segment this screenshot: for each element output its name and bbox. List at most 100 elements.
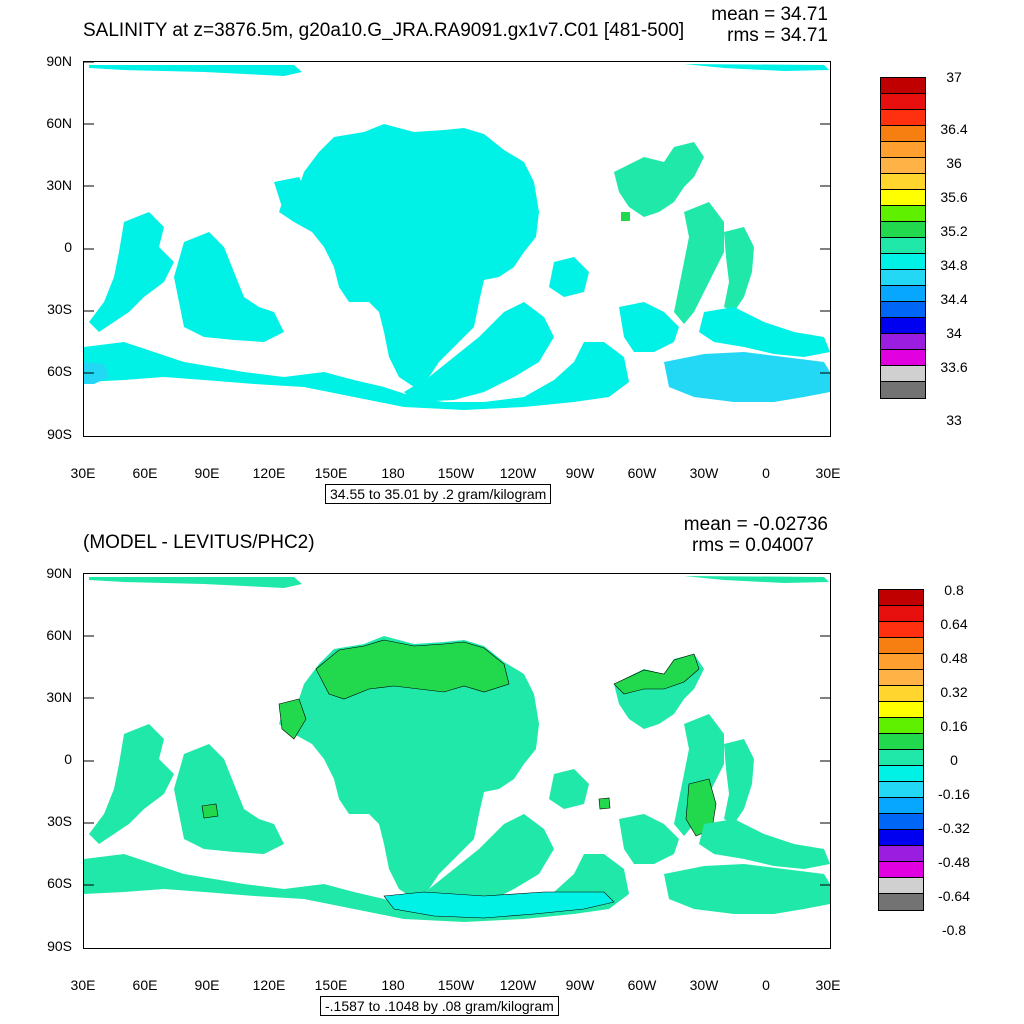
lon-label: 60E	[132, 465, 158, 481]
colorbar-label: -0.48	[938, 854, 970, 870]
lat-label: 60N	[46, 115, 72, 131]
colorbar-swatch	[881, 286, 925, 302]
lon-label: 90W	[565, 977, 595, 993]
colorbar-label: 35.2	[940, 223, 968, 239]
lon-label: 120E	[252, 465, 286, 481]
lon-label: 90E	[194, 977, 220, 993]
lat-label: 90N	[46, 53, 72, 69]
lon-label: 90W	[565, 465, 595, 481]
colorbar-swatch	[881, 238, 925, 254]
lon-label: 0	[762, 977, 770, 993]
lon-label: 120W	[499, 465, 537, 481]
colorbar-swatch	[879, 766, 923, 782]
colorbar-swatch	[881, 270, 925, 286]
lon-label: 30E	[70, 465, 96, 481]
lon-label: 120E	[252, 977, 286, 993]
colorbar-swatch	[879, 782, 923, 798]
colorbar-swatch	[879, 590, 923, 606]
colorbar-swatch	[879, 606, 923, 622]
lon-label: 60E	[132, 977, 158, 993]
lon-label: 150E	[314, 465, 348, 481]
lat-label: 0	[64, 751, 72, 767]
lat-label: 30S	[47, 301, 72, 317]
colorbar-swatch	[879, 654, 923, 670]
colorbar-label: 36.4	[940, 121, 968, 137]
colorbar-label: 33.6	[940, 359, 968, 375]
colorbar-swatch	[879, 670, 923, 686]
colorbar-label: 36	[946, 155, 962, 171]
colorbar-swatch	[881, 222, 925, 238]
rms-label: rms = 0.04007	[692, 535, 814, 556]
lat-label: 90N	[46, 565, 72, 581]
colorbar-swatch	[881, 126, 925, 142]
colorbar-swatch	[879, 878, 923, 894]
colorbar-swatch	[881, 254, 925, 270]
difference-panel: (MODEL - LEVITUS/PHC2) mean = -0.02736 r…	[0, 512, 1024, 1024]
lat-label: 90S	[47, 938, 72, 954]
lon-label: 30E	[815, 465, 841, 481]
colorbar-label: 33	[946, 412, 962, 428]
rms-label: rms = 34.71	[727, 25, 828, 46]
colorbar-swatch	[879, 686, 923, 702]
colorbar-swatch	[879, 894, 923, 910]
lon-label: 150W	[437, 465, 475, 481]
colorbar-swatch	[881, 366, 925, 382]
lat-label: 60S	[47, 875, 72, 891]
lon-label: 90E	[194, 465, 220, 481]
colorbar	[878, 589, 924, 911]
colorbar-label: -0.64	[938, 888, 970, 904]
colorbar-swatch	[881, 110, 925, 126]
salinity-panel: SALINITY at z=3876.5m, g20a10.G_JRA.RA90…	[46, 4, 968, 504]
colorbar-label: 0.64	[940, 616, 968, 632]
lon-label: 150W	[437, 977, 475, 993]
colorbar-label: -0.32	[938, 820, 970, 836]
colorbar-swatch	[879, 862, 923, 878]
lat-label: 90S	[47, 426, 72, 442]
colorbar-label: -0.16	[938, 786, 970, 802]
colorbar-swatch	[881, 334, 925, 350]
lon-label: 0	[762, 465, 770, 481]
lat-label: 60S	[47, 363, 72, 379]
colorbar-label: 35.6	[940, 189, 968, 205]
colorbar-swatch	[879, 814, 923, 830]
map-title: SALINITY at z=3876.5m, g20a10.G_JRA.RA90…	[83, 20, 685, 41]
lon-label: 150E	[314, 977, 348, 993]
colorbar-swatch	[881, 318, 925, 334]
colorbar-swatch	[881, 158, 925, 174]
mean-label: mean = 34.71	[711, 4, 828, 25]
lat-label: 0	[64, 239, 72, 255]
colorbar-label: 0.8	[944, 582, 964, 598]
colorbar-label: 0	[950, 752, 958, 768]
colorbar-swatch	[881, 382, 925, 398]
colorbar-swatch	[879, 830, 923, 846]
contour-info-box: -.1587 to .1048 by .08 gram/kilogram	[320, 996, 559, 1016]
colorbar-swatch	[881, 302, 925, 318]
colorbar-swatch	[879, 718, 923, 734]
colorbar-label: -0.8	[941, 922, 967, 938]
colorbar-label: 34.8	[940, 257, 968, 273]
colorbar-label: 0.16	[940, 718, 968, 734]
lon-label: 60W	[627, 465, 657, 481]
colorbar-swatch	[881, 142, 925, 158]
colorbar-swatch	[881, 174, 925, 190]
colorbar	[880, 77, 926, 399]
lat-label: 30S	[47, 813, 72, 829]
ocean-field	[84, 576, 830, 922]
colorbar-label: 0.48	[940, 650, 968, 666]
lon-label: 180	[381, 465, 405, 481]
colorbar-label: 37	[946, 69, 962, 85]
colorbar-swatch	[879, 734, 923, 750]
map-plot-area	[83, 573, 831, 949]
colorbar-swatch	[879, 750, 923, 766]
lon-label: 180	[381, 977, 405, 993]
lon-label: 30W	[689, 977, 719, 993]
colorbar-swatch	[879, 622, 923, 638]
colorbar-swatch	[881, 206, 925, 222]
lon-label: 60W	[627, 977, 657, 993]
lon-label: 30W	[689, 465, 719, 481]
colorbar-swatch	[881, 78, 925, 94]
colorbar-label: 34.4	[940, 291, 968, 307]
colorbar-swatch	[879, 798, 923, 814]
ocean-field	[84, 64, 830, 410]
lat-label: 30N	[46, 177, 72, 193]
